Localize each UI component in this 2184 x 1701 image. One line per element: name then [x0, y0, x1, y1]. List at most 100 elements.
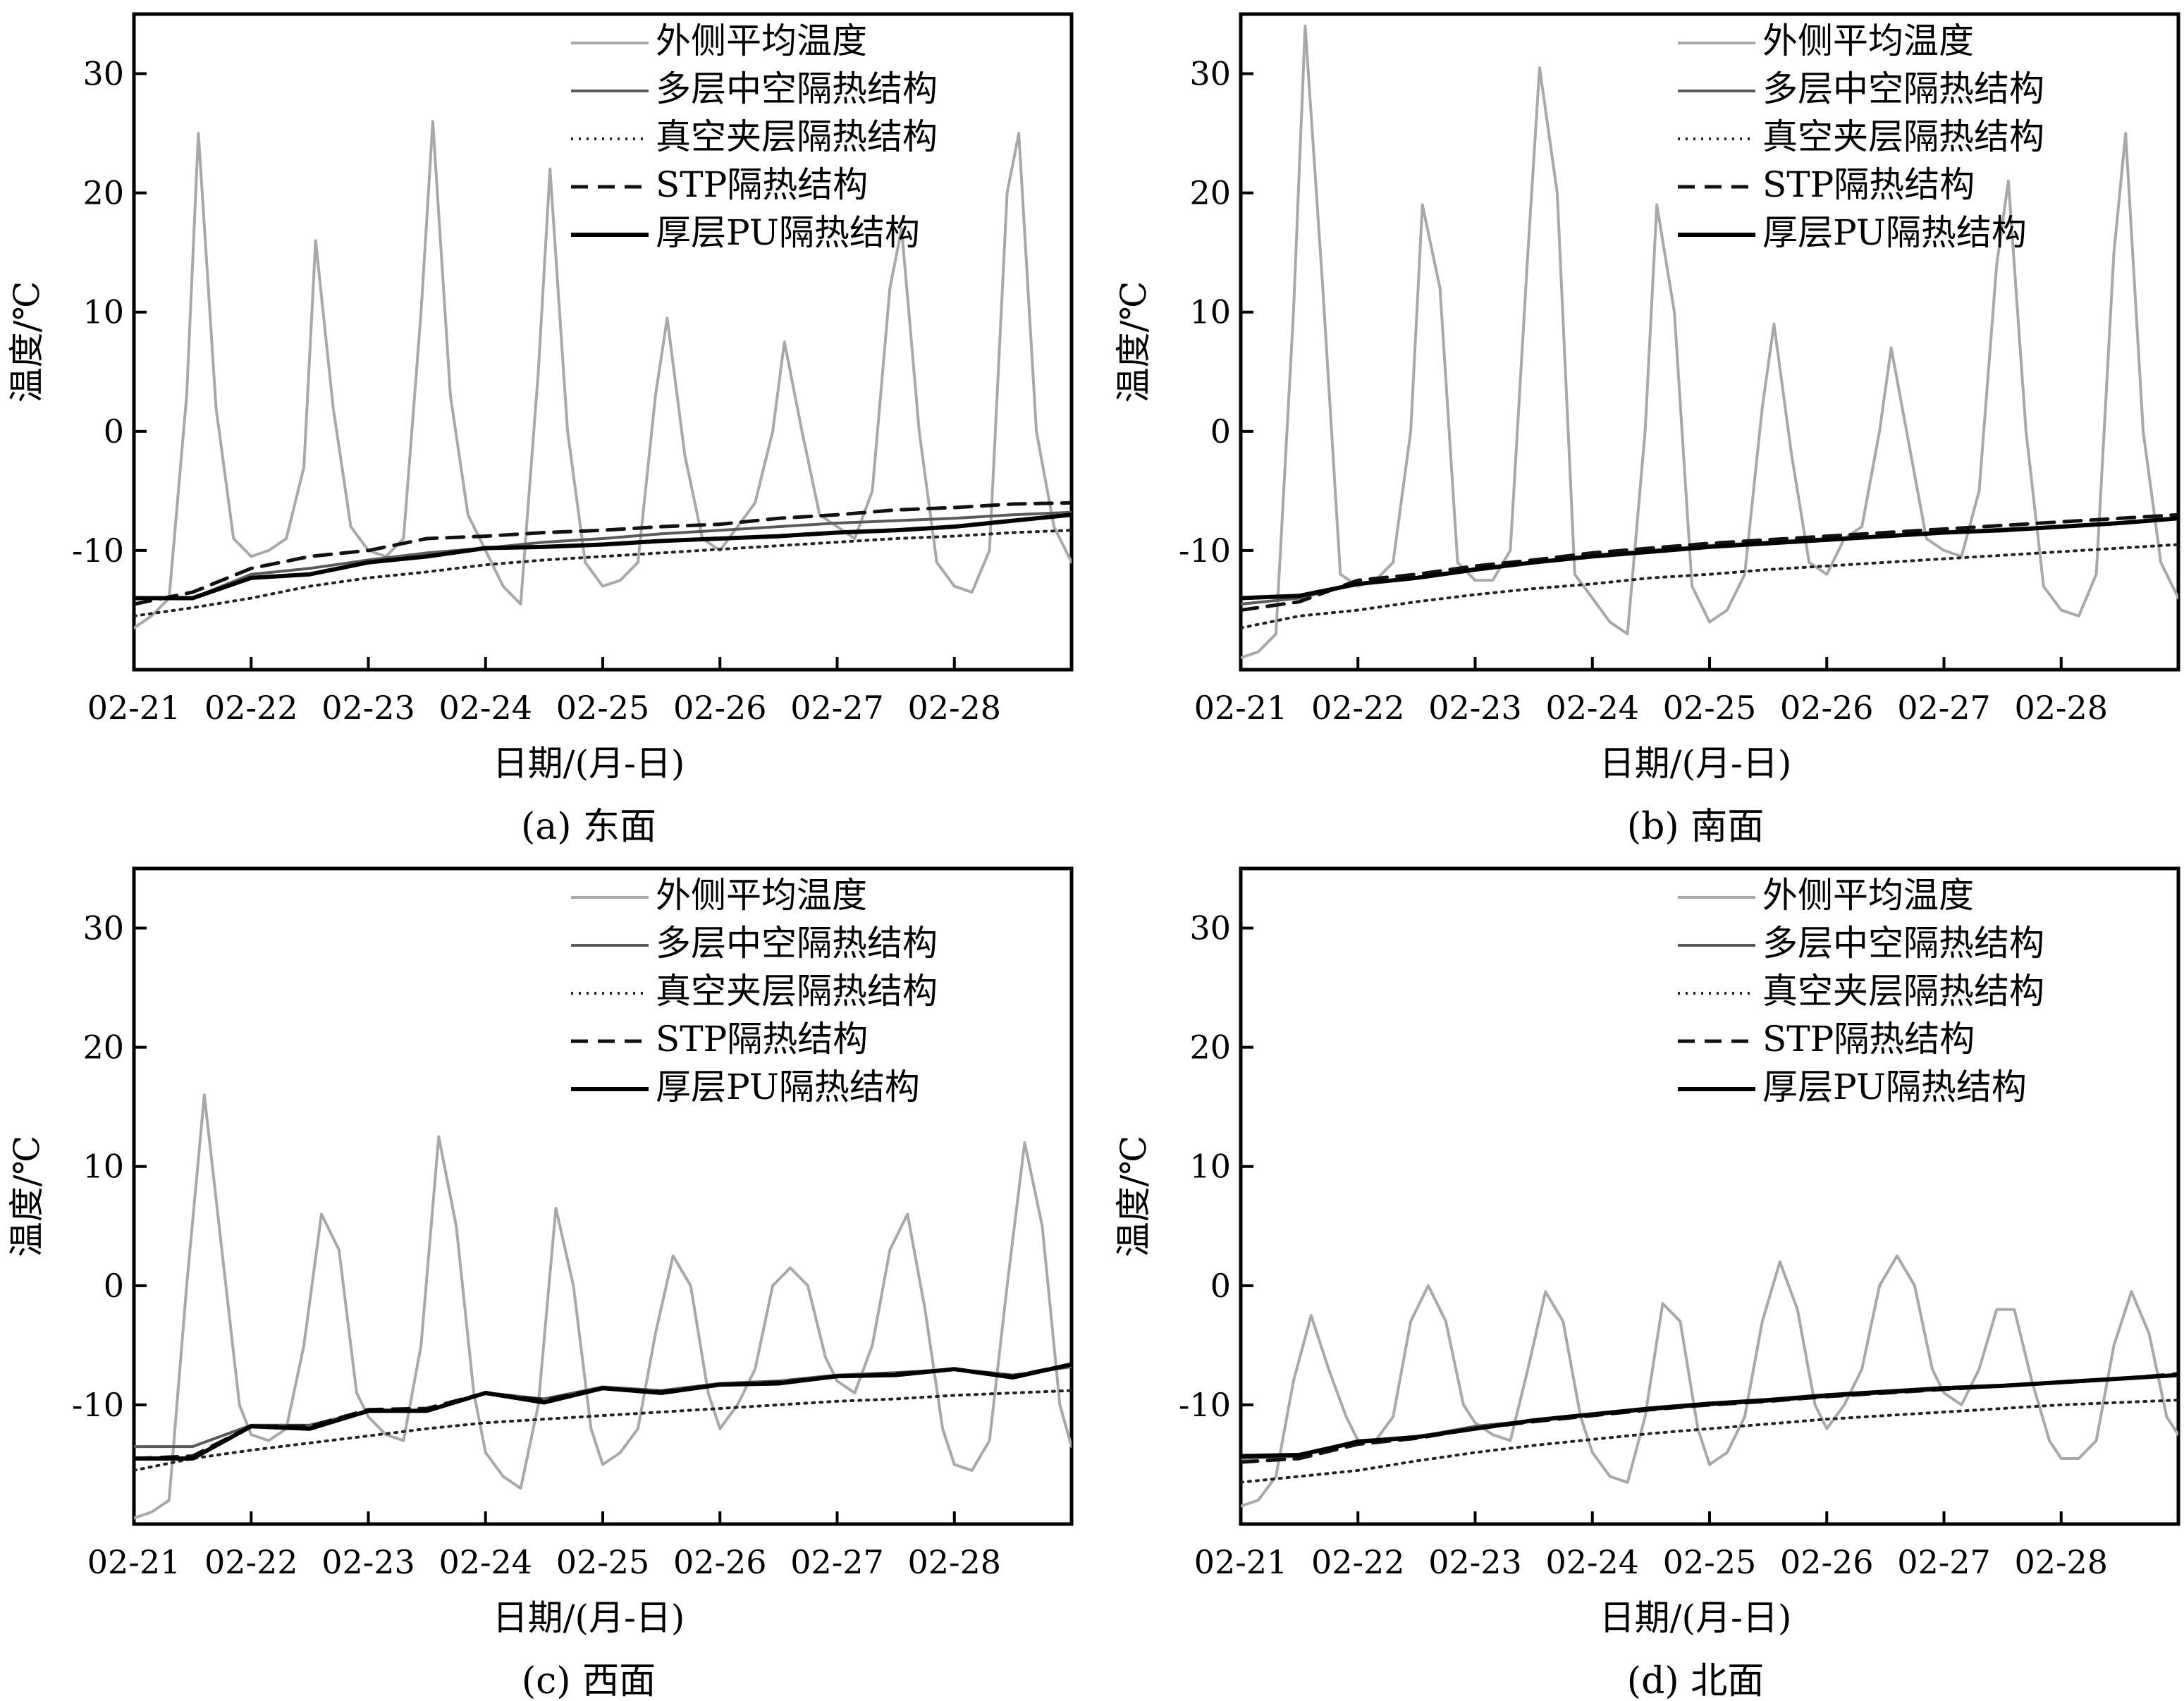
chart-panel-2: -10 0 10 20 30 02-21 02-22 02-23 02-24 02-25 02-26… [6, 866, 1074, 1701]
series-line-4 [1241, 516, 2178, 601]
x-axis-label: 日期/(月-日) [1600, 1597, 1792, 1638]
y-tick-label: -10 [1179, 532, 1231, 570]
x-tick-label: 02-23 [1428, 689, 1522, 727]
x-tick-label: 02-25 [556, 689, 650, 727]
plot-frame [1239, 866, 2180, 1526]
x-tick-label: 02-21 [87, 689, 181, 727]
legend-label-0: 外侧平均温度 [1762, 20, 1974, 61]
y-tick-label: -10 [1179, 1386, 1231, 1424]
legend-label-3: STP隔热结构 [656, 1019, 868, 1060]
legend-label-0: 外侧平均温度 [1762, 875, 1974, 916]
series-line-2 [134, 529, 1072, 618]
y-tick-label: -10 [72, 532, 124, 570]
x-tick-label: 02-24 [438, 1543, 532, 1581]
x-tick-label: 02-28 [907, 689, 1001, 727]
x-tick-label: 02-22 [1311, 1543, 1405, 1581]
panel-caption: (a) 东面 [521, 806, 656, 848]
x-tick-label: 02-22 [1311, 689, 1405, 727]
x-tick-label: 02-27 [1897, 689, 1991, 727]
x-tick-label: 02-27 [790, 689, 884, 727]
y-tick-label: 10 [1189, 293, 1231, 331]
series-line-0 [1241, 1254, 2178, 1508]
legend-label-3: STP隔热结构 [1762, 164, 1975, 205]
series-line-1 [1241, 1373, 2178, 1460]
x-tick-label: 02-26 [1780, 689, 1874, 727]
x-tick-label: 02-24 [1545, 689, 1639, 727]
x-tick-label: 02-28 [907, 1543, 1001, 1581]
series-line-4 [134, 512, 1072, 601]
series-line-0 [134, 1093, 1072, 1520]
series-line-1 [134, 1365, 1072, 1449]
x-tick-label: 02-28 [2014, 1543, 2108, 1581]
x-tick-label: 02-22 [204, 1543, 298, 1581]
legend-label-0: 外侧平均温度 [656, 20, 867, 61]
series-line-3 [134, 501, 1072, 606]
x-tick-label: 02-26 [673, 1543, 767, 1581]
y-axis-label: 温度/℃ [6, 1136, 47, 1258]
y-tick-label: 20 [82, 174, 124, 212]
legend-label-1: 多层中空隔热结构 [1762, 923, 2044, 964]
chart-panel-1: -10 0 10 20 30 02-21 02-22 02-23 02-24 02-25 02-26… [1113, 12, 2180, 848]
legend-label-1: 多层中空隔热结构 [656, 68, 938, 109]
chart-panel-3: -10 0 10 20 30 02-21 02-22 02-23 02-24 02-25 02-26… [1113, 866, 2180, 1701]
y-axis-label: 温度/℃ [1113, 1136, 1154, 1258]
legend-label-1: 多层中空隔热结构 [1762, 68, 2044, 109]
panel-caption: (b) 南面 [1627, 806, 1764, 848]
y-axis-label: 温度/℃ [6, 281, 47, 403]
legend-label-4: 厚层PU隔热结构 [656, 1067, 920, 1107]
series-line-2 [134, 1389, 1072, 1472]
series-line-2 [1241, 543, 2178, 630]
panel-caption: (c) 西面 [522, 1660, 656, 1701]
y-tick-label: 10 [1189, 1148, 1231, 1186]
series-line-3 [1241, 512, 2178, 612]
x-axis-label: 日期/(月-日) [493, 743, 685, 784]
x-tick-label: 02-23 [321, 1543, 415, 1581]
chart-panel-0: -10 0 10 20 30 02-21 02-22 02-23 02-24 02-25 02-26… [6, 12, 1074, 848]
x-tick-label: 02-24 [438, 689, 532, 727]
x-tick-label: 02-28 [2014, 689, 2108, 727]
series-line-1 [134, 510, 1072, 600]
y-tick-label: 0 [104, 412, 124, 450]
y-tick-label: 0 [1210, 412, 1231, 450]
x-tick-label: 02-21 [1194, 689, 1288, 727]
plot-frame [1239, 12, 2180, 672]
legend-label-2: 真空夹层隔热结构 [1762, 971, 2044, 1012]
y-tick-label: 0 [1210, 1267, 1231, 1305]
y-axis-label: 温度/℃ [1113, 281, 1154, 403]
legend-label-0: 外侧平均温度 [656, 875, 867, 916]
series-line-4 [1241, 1373, 2178, 1459]
x-tick-label: 02-27 [1897, 1543, 1991, 1581]
y-tick-label: 20 [1189, 1028, 1231, 1067]
x-tick-label: 02-21 [1194, 1543, 1288, 1581]
x-tick-label: 02-25 [1663, 1543, 1757, 1581]
y-tick-label: 30 [82, 55, 124, 93]
x-axis-label: 日期/(月-日) [493, 1597, 685, 1638]
series-line-0 [134, 120, 1072, 630]
y-tick-label: 30 [1189, 909, 1231, 947]
y-tick-label: 20 [82, 1028, 124, 1067]
x-tick-label: 02-25 [1663, 689, 1757, 727]
legend-label-4: 厚层PU隔热结构 [656, 212, 920, 253]
series-line-3 [1241, 1372, 2178, 1464]
series-line-3 [134, 1362, 1072, 1461]
y-tick-label: 10 [82, 293, 124, 331]
x-tick-label: 02-24 [1545, 1543, 1639, 1581]
x-tick-label: 02-23 [321, 689, 415, 727]
x-axis-label: 日期/(月-日) [1600, 743, 1792, 784]
x-tick-label: 02-22 [204, 689, 298, 727]
x-tick-label: 02-25 [556, 1543, 650, 1581]
y-tick-label: 10 [82, 1148, 124, 1186]
series-line-4 [134, 1362, 1072, 1461]
legend-label-3: STP隔热结构 [1762, 1019, 1975, 1060]
series-line-2 [1241, 1399, 2178, 1484]
series-line-0 [1241, 24, 2178, 660]
x-tick-label: 02-21 [87, 1543, 181, 1581]
x-tick-label: 02-23 [1428, 1543, 1522, 1581]
legend-label-3: STP隔热结构 [656, 164, 868, 205]
y-tick-label: 30 [1189, 55, 1231, 93]
y-tick-label: 20 [1189, 174, 1231, 212]
legend-label-4: 厚层PU隔热结构 [1762, 1067, 2027, 1107]
legend-label-1: 多层中空隔热结构 [656, 923, 938, 964]
legend-label-2: 真空夹层隔热结构 [1762, 116, 2044, 157]
